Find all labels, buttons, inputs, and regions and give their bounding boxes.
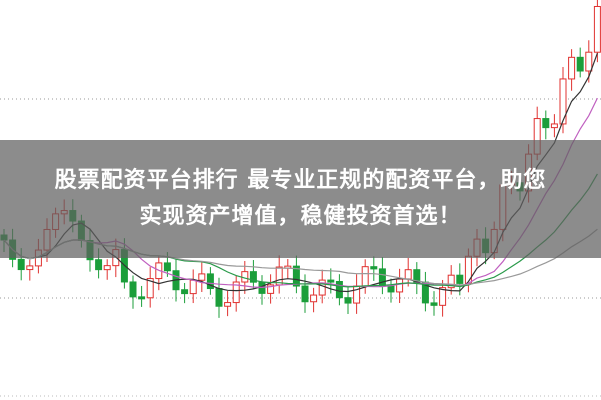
candle-body	[318, 279, 326, 296]
candle-body	[310, 294, 318, 303]
candle-body	[103, 265, 111, 271]
candle-body	[146, 278, 154, 299]
banner-line: 股票配资平台排行 最专业正规的配资平台，助您	[54, 168, 547, 193]
candle-body	[17, 258, 25, 271]
candle-body	[447, 274, 455, 289]
candle-body	[267, 284, 275, 294]
candle-body	[189, 279, 197, 295]
candle-body	[232, 281, 240, 304]
candle-body	[181, 289, 189, 295]
candle-body	[206, 273, 214, 290]
candle-body	[396, 278, 404, 293]
candle-body	[559, 78, 567, 125]
candle-body	[456, 274, 464, 284]
candle-body	[249, 271, 257, 283]
candle-body	[568, 56, 576, 80]
candle-body	[378, 268, 386, 287]
candle-body	[585, 51, 593, 72]
candle-body	[26, 265, 34, 271]
candle-body	[550, 123, 558, 129]
candle-body	[370, 266, 378, 270]
candle-body	[335, 280, 343, 299]
candle-body	[439, 287, 447, 306]
banner: 股票配资平台排行 最专业正规的配资平台，助您 实现资产增值，稳健投资首选！	[0, 140, 601, 258]
candle-body	[241, 271, 249, 283]
candle-body	[215, 288, 223, 307]
candle-body	[430, 302, 438, 306]
candle-body	[327, 279, 335, 283]
candle-body	[387, 285, 395, 293]
candle-body	[292, 265, 300, 287]
candle-body	[95, 259, 103, 271]
candle-body	[224, 302, 232, 307]
candle-body	[576, 56, 584, 72]
candle-body	[344, 297, 352, 304]
candle-body	[593, 5, 601, 53]
candle-body	[129, 281, 137, 298]
candle-body	[198, 273, 206, 281]
candle-body	[301, 285, 309, 303]
candle-body	[404, 269, 412, 280]
candle-body	[163, 262, 171, 272]
candle-body	[138, 296, 146, 300]
banner-line: 实现资产增值，稳健投资首选！	[139, 204, 462, 229]
candle-body	[361, 266, 369, 287]
candle-body	[542, 118, 550, 129]
